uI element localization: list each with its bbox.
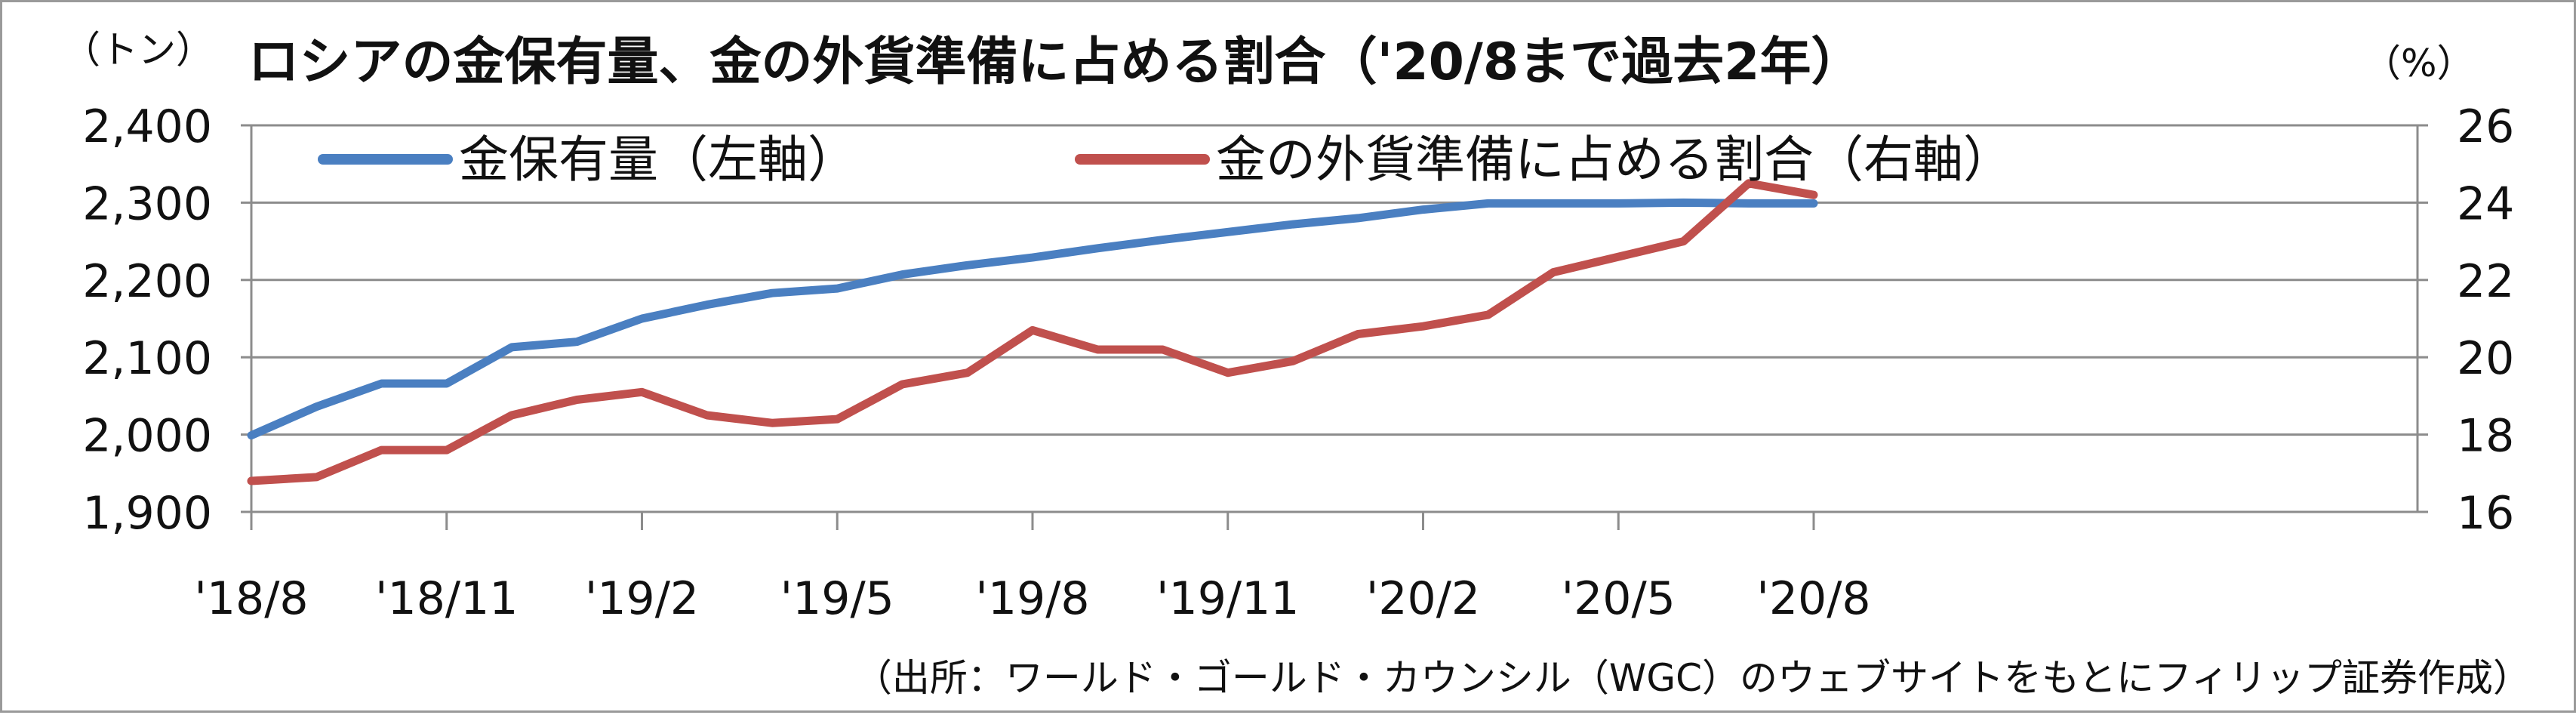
x-tick-label: '19/8: [975, 572, 1089, 625]
left-tick-label: 2,200: [82, 255, 212, 308]
x-tick-label: '19/5: [780, 572, 894, 625]
right-tick-label: 24: [2457, 177, 2514, 230]
legend-label-gold-share: 金の外貨準備に占める割合（右軸）: [1216, 131, 2013, 189]
series-gold-holdings-line: [251, 202, 1814, 435]
right-tick-label: 22: [2457, 255, 2514, 308]
x-tick-label: '20/5: [1562, 572, 1676, 625]
left-tick-label: 2,400: [82, 100, 212, 153]
left-tick-label: 2,100: [82, 332, 212, 385]
right-tick-label: 18: [2457, 410, 2514, 463]
x-tick-label: '18/8: [194, 572, 308, 625]
left-axis-unit: （トン）: [63, 28, 214, 72]
right-axis-unit: （%）: [2363, 42, 2475, 85]
right-tick-label: 16: [2457, 487, 2514, 540]
source-note: （出所：ワールド・ゴールド・カウンシル（WGC）のウェブサイトをもとにフィリップ…: [854, 656, 2531, 700]
left-tick-label: 2,300: [82, 177, 212, 230]
legend: 金保有量（左軸） 金の外貨準備に占める割合（右軸）: [323, 131, 2013, 189]
left-tick-label: 1,900: [82, 487, 212, 540]
x-tick-label: '20/8: [1756, 572, 1870, 625]
x-tick-label: '20/2: [1366, 572, 1480, 625]
chart-title: ロシアの金保有量、金の外貨準備に占める割合（'20/8まで過去2年）: [248, 32, 1863, 92]
series-gold-share-line: [251, 183, 1814, 481]
x-tick-label: '19/2: [585, 572, 699, 625]
series-lines: [251, 183, 1814, 481]
x-tick-label: '19/11: [1156, 572, 1299, 625]
legend-label-gold-holdings: 金保有量（左軸）: [459, 131, 857, 189]
right-tick-label: 20: [2457, 332, 2514, 385]
left-tick-label: 2,000: [82, 410, 212, 463]
right-tick-label: 26: [2457, 100, 2514, 153]
x-tick-label: '18/11: [375, 572, 518, 625]
